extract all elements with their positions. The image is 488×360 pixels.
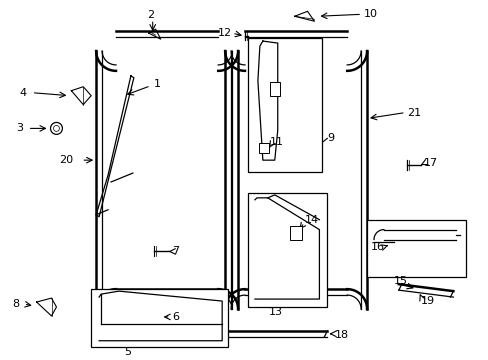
Bar: [91, 289, 228, 347]
Bar: [289, 226, 301, 239]
Text: 9: 9: [326, 133, 334, 143]
Text: 12: 12: [218, 28, 232, 38]
Text: 6: 6: [172, 312, 179, 322]
Text: 14: 14: [304, 215, 318, 225]
Bar: [258, 143, 268, 153]
Bar: [247, 38, 322, 172]
Text: 8: 8: [12, 299, 19, 309]
Text: 18: 18: [335, 330, 349, 340]
Text: 13: 13: [268, 307, 282, 317]
Text: 21: 21: [406, 108, 420, 117]
Text: 11: 11: [269, 137, 283, 147]
Text: 1: 1: [153, 79, 161, 89]
Text: 10: 10: [364, 9, 377, 19]
Text: 4: 4: [20, 88, 27, 98]
Bar: [269, 82, 279, 96]
Text: 17: 17: [423, 158, 437, 168]
Bar: [247, 193, 326, 307]
Text: 20: 20: [60, 155, 73, 165]
Bar: [366, 220, 466, 277]
Text: 16: 16: [370, 243, 384, 252]
Text: 5: 5: [124, 347, 131, 357]
Text: 7: 7: [172, 247, 179, 256]
Text: 19: 19: [420, 296, 434, 306]
Text: 2: 2: [147, 10, 154, 20]
Text: 3: 3: [16, 123, 23, 134]
Text: 15: 15: [393, 276, 407, 286]
